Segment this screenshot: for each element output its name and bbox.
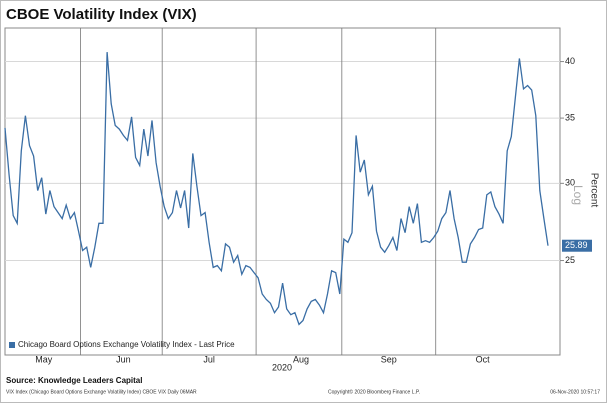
series-line [4,52,549,326]
copyright: Copyright© 2020 Bloomberg Finance L.P. [328,388,420,395]
source: Source: Knowledge Leaders Capital [6,376,142,385]
plot-area [4,27,561,356]
x-axis-label: 2020 [272,362,292,372]
legend-swatch [9,342,15,348]
y-tick-label: 35 [565,112,575,122]
description: VIX Index (Chicago Board Options Exchang… [6,389,197,395]
x-tick-label: May [35,354,53,364]
y-tick-label: 40 [565,56,575,66]
x-tick-label: Jul [203,354,215,364]
y-tick-label: 30 [565,178,575,188]
scale-label: Log [571,185,585,205]
last-price-box [562,239,592,252]
x-tick-label: Sep [381,354,397,364]
x-tick-label: Jun [116,354,131,364]
legend-label: Chicago Board Options Exchange Volatilit… [18,340,235,349]
y-axis-label: Percent [588,173,599,208]
last-price-label: 25.89 [565,240,588,250]
timestamp: 06-Nov-2020 10:57:17 [550,389,600,395]
x-tick-label: Aug [293,354,309,364]
chart-title: CBOE Volatility Index (VIX) [6,6,197,23]
y-tick-label: 25 [565,255,575,265]
x-tick-label: Oct [476,354,491,364]
